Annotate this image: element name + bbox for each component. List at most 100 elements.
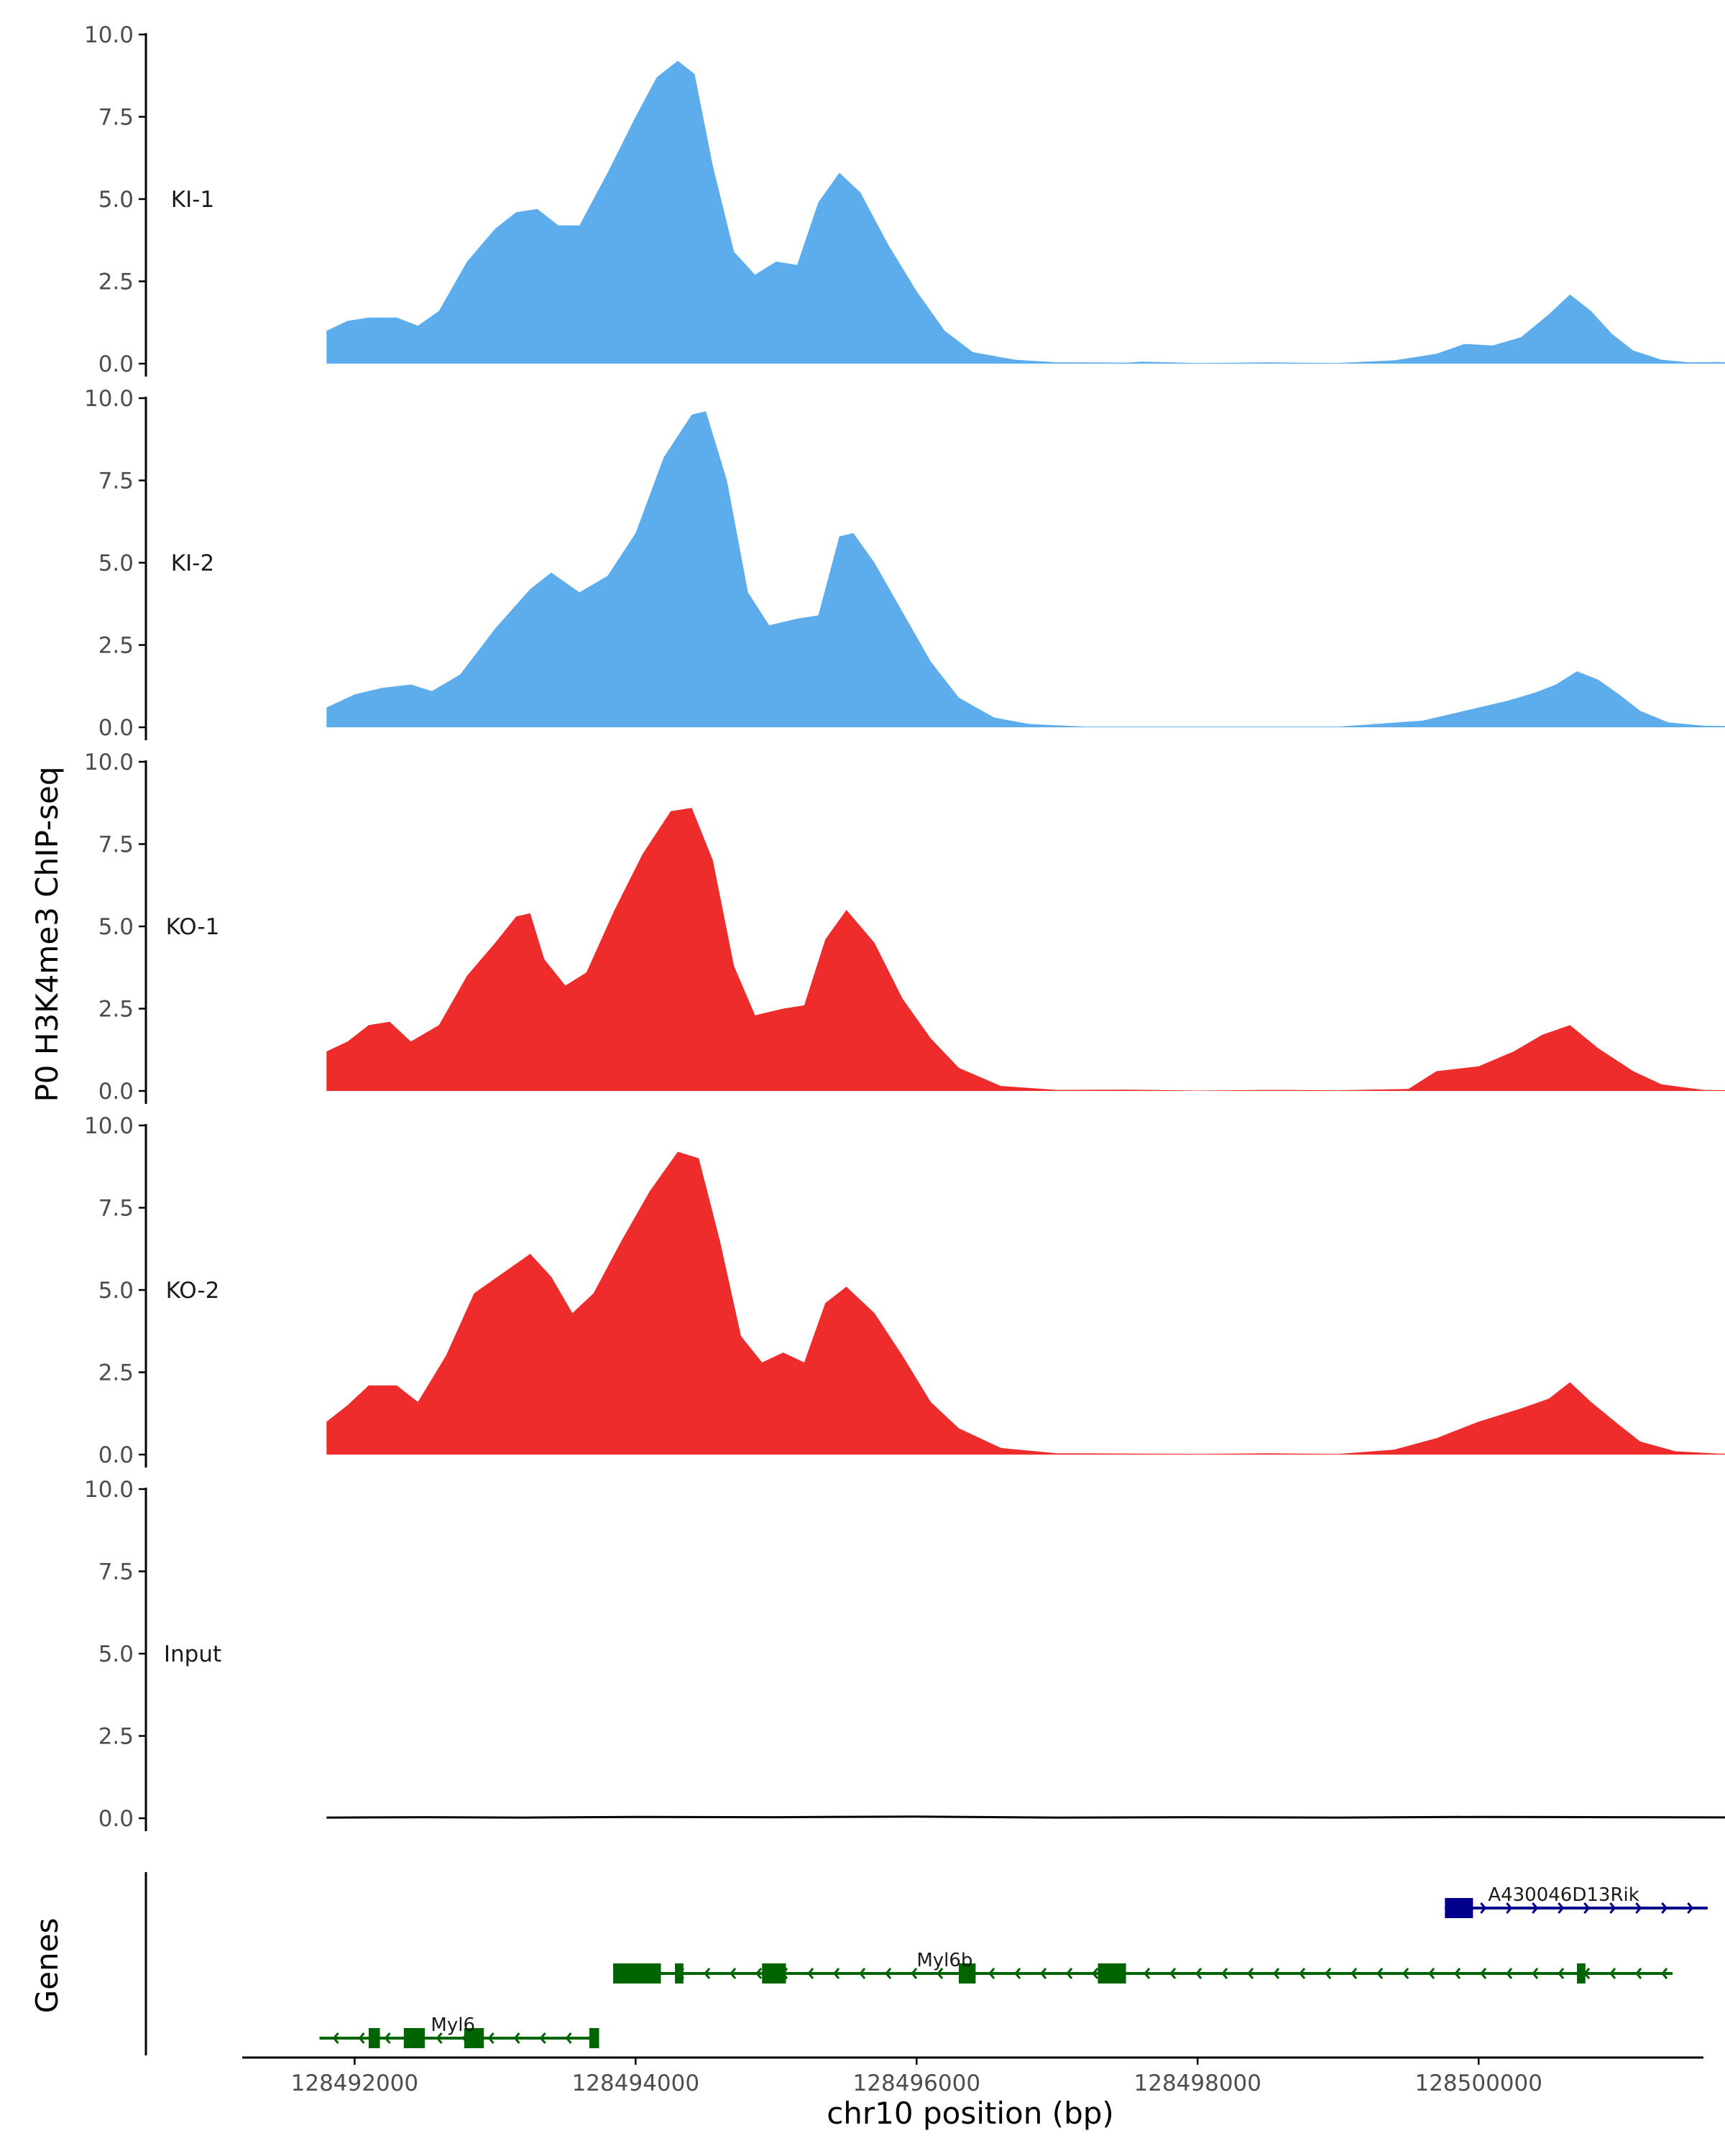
strand-arrow: [1687, 1902, 1694, 1914]
strand-arrow: [1221, 1968, 1228, 1979]
strand-arrow: [1480, 1902, 1487, 1914]
strand-arrow: [937, 1968, 944, 1979]
y-tick-label: 7.5: [98, 1560, 134, 1585]
strand-arrow: [332, 2032, 339, 2044]
gene-label: A430046D13Rik: [1488, 1884, 1639, 1906]
strand-arrow: [1532, 1968, 1539, 1979]
strand-arrow: [513, 2032, 520, 2044]
strand-arrow: [1506, 1968, 1513, 1979]
gene-exon: [403, 2028, 426, 2048]
track-panel: 0.0 2.5 5.0 7.5 10.0 KO-2: [84, 1113, 1725, 1468]
y-tick-label: 7.5: [98, 1196, 134, 1222]
gene-exon: [464, 2028, 484, 2048]
strand-arrow: [539, 2032, 546, 2044]
gene-exon: [1577, 1963, 1586, 1984]
y-tick-label: 7.5: [98, 105, 134, 131]
y-tick-label: 7.5: [98, 469, 134, 494]
y-tick-label: 5.0: [98, 1278, 134, 1304]
track-panel: 0.0 2.5 5.0 7.5 10.0 Input: [84, 1477, 1725, 1832]
strand-arrow: [988, 1968, 995, 1979]
y-tick-label: 2.5: [98, 1360, 134, 1386]
gene-exon: [613, 1963, 661, 1984]
y-tick-label: 2.5: [98, 633, 134, 659]
strand-arrow: [1299, 1968, 1306, 1979]
strand-arrow: [1558, 1968, 1565, 1979]
y-tick-label: 5.0: [98, 550, 134, 576]
track-panel: 0.0 2.5 5.0 7.5 10.0 KI-2: [84, 386, 1725, 741]
strand-arrow: [358, 2032, 365, 2044]
strand-arrow: [1092, 1968, 1099, 1979]
strand-arrow: [1273, 1968, 1280, 1979]
gene-exon: [589, 2028, 599, 2048]
strand-arrow: [1609, 1968, 1616, 1979]
strand-arrow: [1014, 1968, 1021, 1979]
coverage-area-ki-2: [326, 411, 1725, 727]
track-label: KO-1: [166, 914, 220, 940]
coverage-area-input: [326, 1815, 1725, 1819]
strand-arrow: [487, 2032, 494, 2044]
strand-arrow: [807, 1968, 814, 1979]
strand-arrow: [384, 2032, 391, 2044]
strand-arrow: [1583, 1902, 1591, 1914]
genes-axis-title: Genes: [29, 1918, 65, 2014]
strand-arrow: [730, 1968, 737, 1979]
strand-arrow: [1169, 1968, 1177, 1979]
x-tick-label: 128498000: [1134, 2070, 1262, 2096]
gene-exon: [368, 2028, 380, 2048]
x-tick-label: 128500000: [1414, 2070, 1542, 2096]
gene-exon: [1445, 1898, 1473, 1918]
y-tick-label: 2.5: [98, 997, 134, 1023]
strand-arrow: [1635, 1968, 1642, 1979]
y-tick-label: 10.0: [84, 386, 134, 412]
strand-arrow: [755, 1968, 763, 1979]
y-tick-label: 5.0: [98, 187, 134, 213]
gene-exon: [958, 1963, 976, 1984]
coverage-area-ko-2: [326, 1151, 1725, 1455]
gene-label: Myl6b: [916, 1950, 972, 1971]
track-label: KO-2: [166, 1278, 220, 1304]
track-panel: 0.0 2.5 5.0 7.5 10.0 KO-1: [84, 750, 1725, 1105]
strand-arrow: [833, 1968, 840, 1979]
gene-model: Myl6: [319, 2014, 599, 2048]
y-tick-label: 10.0: [84, 22, 134, 48]
y-tick-label: 7.5: [98, 832, 134, 858]
strand-arrow: [704, 1968, 711, 1979]
track-label: Input: [164, 1641, 221, 1667]
strand-arrow: [1661, 1902, 1668, 1914]
strand-arrow: [911, 1968, 918, 1979]
strand-arrow: [1558, 1902, 1565, 1914]
coverage-area-ko-1: [326, 808, 1725, 1091]
x-axis-title: chr10 position (bp): [827, 2096, 1114, 2131]
y-tick-label: 5.0: [98, 1641, 134, 1667]
strand-arrow: [1066, 1968, 1073, 1979]
gene-exon: [762, 1963, 786, 1984]
strand-arrow: [1532, 1902, 1539, 1914]
y-axis-title: P0 H3K4me3 ChIP-seq: [29, 766, 65, 1102]
gene-exon: [1098, 1963, 1126, 1984]
strand-arrow: [1635, 1902, 1642, 1914]
strand-arrow: [1454, 1968, 1461, 1979]
y-tick-label: 0.0: [98, 351, 134, 377]
y-tick-label: 10.0: [84, 750, 134, 775]
x-tick-label: 128496000: [853, 2070, 981, 2096]
gene-model: A430046D13Rik: [1445, 1884, 1708, 1918]
y-tick-label: 10.0: [84, 1113, 134, 1139]
strand-arrow: [1195, 1968, 1202, 1979]
y-tick-label: 10.0: [84, 1477, 134, 1503]
strand-arrow: [859, 1968, 866, 1979]
x-axis: 128492000 128494000 128496000 128498000 1285…: [242, 2056, 1703, 2096]
strand-arrow: [1661, 1968, 1668, 1979]
x-tick-label: 128494000: [572, 2070, 700, 2096]
strand-arrow: [885, 1968, 892, 1979]
strand-arrow: [1428, 1968, 1435, 1979]
track-label: KI-2: [171, 550, 214, 576]
gene-label: Myl6: [431, 2014, 475, 2036]
y-tick-label: 0.0: [98, 1079, 134, 1105]
gene-annotation-track: A430046D13Rik Myl6b Myl6: [144, 1872, 1708, 2055]
strand-arrow: [1506, 1902, 1513, 1914]
y-tick-label: 5.0: [98, 914, 134, 940]
y-tick-label: 2.5: [98, 1724, 134, 1750]
y-tick-label: 0.0: [98, 1806, 134, 1832]
gene-model: Myl6b: [613, 1950, 1673, 1984]
